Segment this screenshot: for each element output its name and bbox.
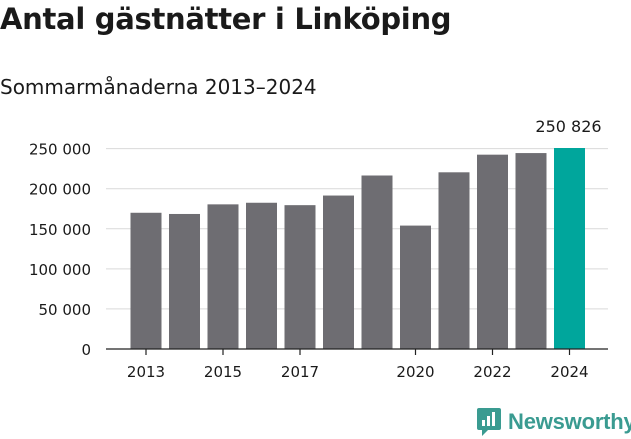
bar-2024 bbox=[554, 148, 585, 349]
chart-title: Antal gästnätter i Linköping bbox=[0, 2, 452, 36]
bar-2015 bbox=[207, 204, 239, 349]
y-tick-label: 50 000 bbox=[39, 301, 92, 319]
x-tick-label: 2015 bbox=[204, 363, 242, 381]
y-axis-tick-labels: 0 50 000 100 000 150 000 200 000 250 000 bbox=[29, 141, 91, 359]
y-tick-label: 250 000 bbox=[29, 141, 91, 159]
y-tick-label: 200 000 bbox=[29, 181, 91, 199]
x-axis-tick-labels: 2013 2015 2017 2020 2022 2024 bbox=[127, 363, 589, 381]
bar-2016 bbox=[246, 202, 277, 349]
newsworthy-logo-icon bbox=[477, 408, 501, 436]
x-tick-label: 2024 bbox=[550, 363, 588, 381]
bar-2019 bbox=[361, 175, 393, 349]
bar-2021 bbox=[438, 172, 470, 349]
bar-2022 bbox=[477, 154, 508, 349]
data-labels: 250 826 bbox=[535, 117, 601, 136]
chart-subtitle: Sommarmånaderna 2013–2024 bbox=[0, 75, 317, 99]
bar-chart: 0 50 000 100 000 150 000 200 000 250 000 2013… bbox=[29, 117, 608, 381]
bar-2018 bbox=[323, 195, 354, 349]
x-tick-label: 2013 bbox=[127, 363, 165, 381]
y-tick-label: 150 000 bbox=[29, 221, 91, 239]
y-tick-label: 0 bbox=[81, 341, 91, 359]
bars bbox=[130, 148, 585, 349]
data-label-2024: 250 826 bbox=[535, 117, 601, 136]
x-axis bbox=[106, 348, 608, 355]
x-tick-label: 2020 bbox=[396, 363, 434, 381]
x-tick-label: 2017 bbox=[281, 363, 319, 381]
bar-2014 bbox=[169, 213, 200, 349]
bar-2017 bbox=[284, 205, 316, 349]
newsworthy-wordmark: Newsworthy bbox=[508, 409, 631, 434]
bar-2023 bbox=[515, 153, 547, 349]
y-tick-label: 100 000 bbox=[29, 261, 91, 279]
newsworthy-logo: Newsworthy bbox=[476, 407, 631, 437]
bar-2020 bbox=[400, 225, 431, 349]
x-tick-label: 2022 bbox=[473, 363, 511, 381]
bar-2013 bbox=[130, 212, 162, 349]
